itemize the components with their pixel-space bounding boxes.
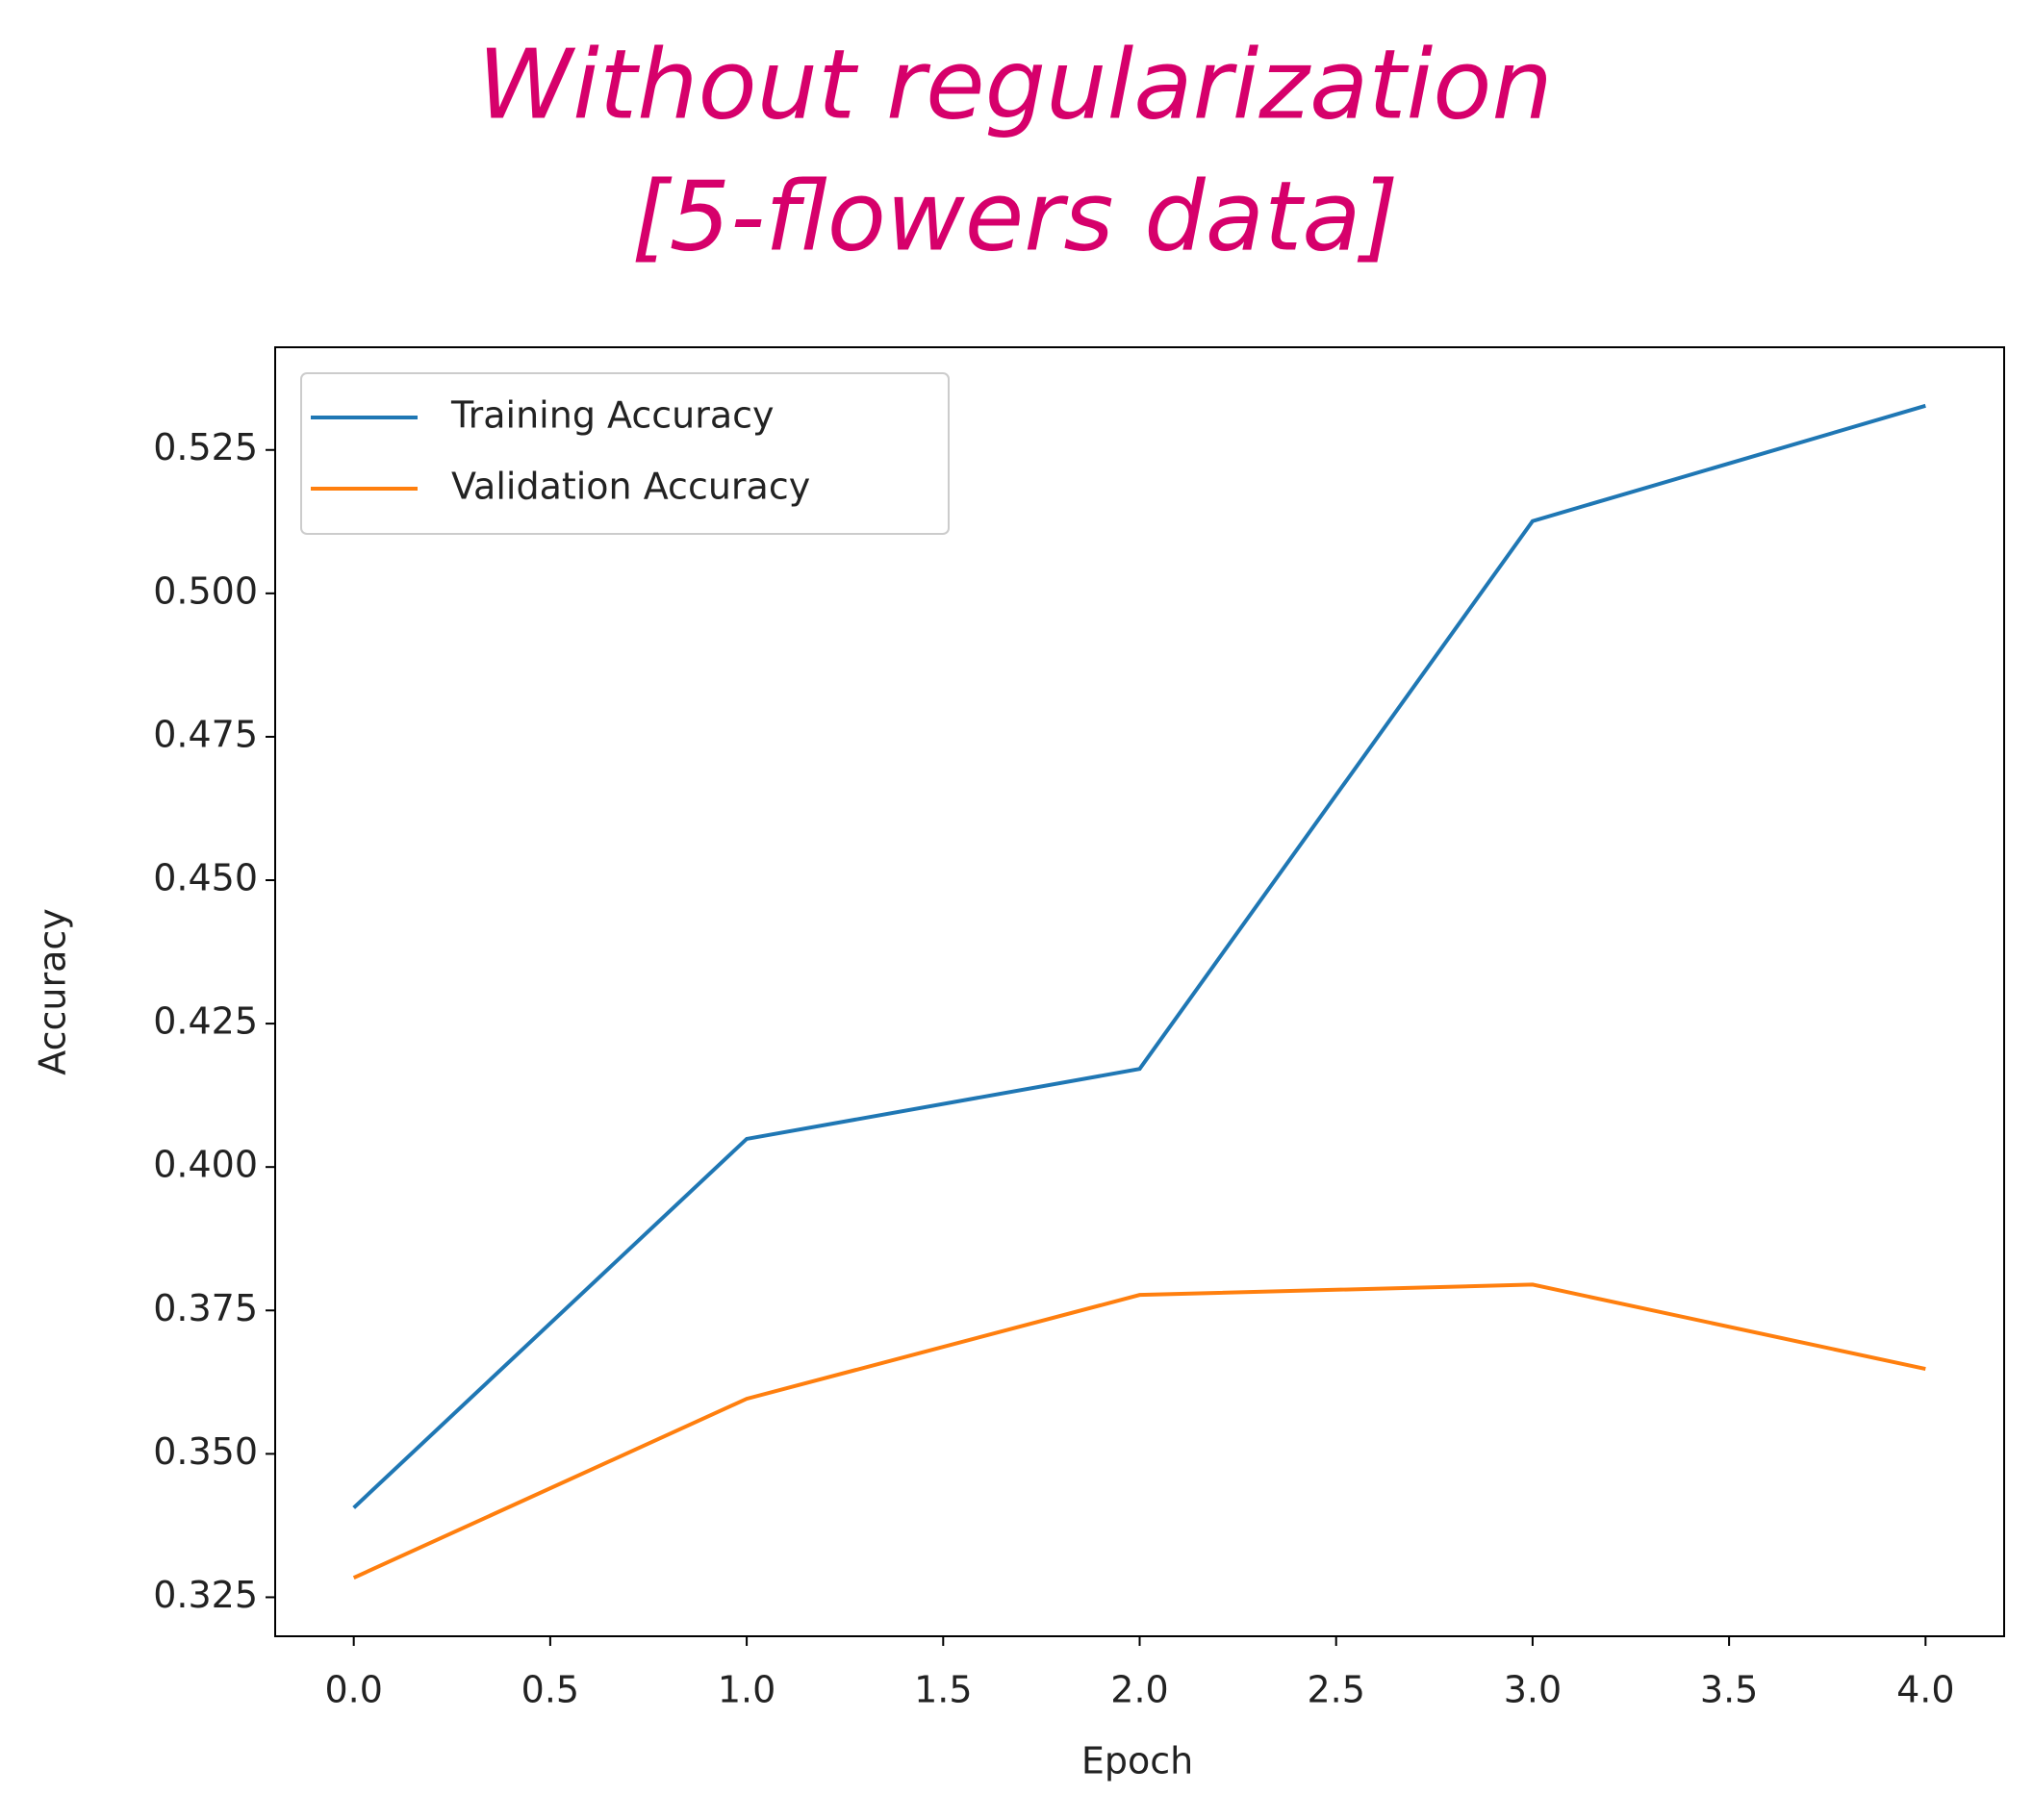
y-tick-label: 0.450 — [153, 857, 258, 899]
x-tick-label: 4.0 — [1896, 1669, 1954, 1711]
y-tick-label: 0.500 — [153, 569, 258, 612]
x-tick-label: 1.0 — [718, 1669, 775, 1711]
line — [352, 403, 1926, 1509]
y-tick-label: 0.425 — [153, 1000, 258, 1043]
x-tick-label: 2.0 — [1110, 1669, 1168, 1711]
x-tick-label: 0.5 — [521, 1669, 579, 1711]
y-tick-label: 0.325 — [153, 1574, 258, 1616]
y-tick-label: 0.475 — [153, 713, 258, 755]
x-tick-label: 1.5 — [914, 1669, 972, 1711]
y-tick-label: 0.350 — [153, 1430, 258, 1473]
x-axis-label: Epoch — [1081, 1740, 1193, 1782]
line — [352, 1282, 1926, 1580]
x-tick-label: 3.5 — [1700, 1669, 1758, 1711]
legend-box — [300, 372, 950, 535]
legend-label: Training Accuracy — [450, 394, 775, 437]
y-axis-label: Accuracy — [32, 908, 74, 1075]
legend-label: Validation Accuracy — [451, 466, 810, 508]
y-tick-label: 0.400 — [153, 1144, 258, 1186]
x-tick-label: 0.0 — [324, 1669, 382, 1711]
y-tick-label: 0.525 — [153, 426, 258, 468]
chart-title: Without regularization — [477, 28, 1553, 140]
y-tick-label: 0.375 — [153, 1287, 258, 1329]
x-tick-label: 2.5 — [1307, 1669, 1364, 1711]
x-tick-label: 3.0 — [1504, 1669, 1562, 1711]
plot-frame — [274, 346, 2005, 1637]
chart-title: [5-flowers data] — [631, 160, 1398, 272]
